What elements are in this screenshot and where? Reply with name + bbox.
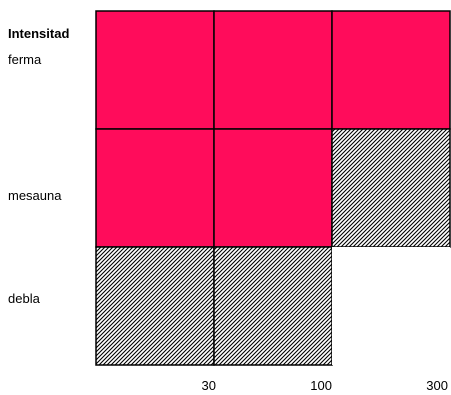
cell-ferma-30 <box>95 10 215 130</box>
x-tick-100: 100 <box>310 378 332 393</box>
row-label-mesauna: mesauna <box>8 188 62 203</box>
row-label-ferma: ferma <box>8 52 42 67</box>
cell-mesauna-300 <box>331 128 451 248</box>
cell-ferma-100 <box>213 10 333 130</box>
cell-debla-30 <box>95 246 215 366</box>
x-tick-300: 300 <box>426 378 448 393</box>
cell-debla-100 <box>213 246 333 366</box>
x-tick-30: 30 <box>202 378 216 393</box>
cell-mesauna-30 <box>95 128 215 248</box>
row-label-debla: debla <box>8 291 41 306</box>
cell-debla-300 <box>332 247 450 365</box>
cell-ferma-300 <box>331 10 451 130</box>
matrix-cells <box>95 10 451 366</box>
cell-mesauna-100 <box>213 128 333 248</box>
chart-title: Intensitad <box>8 26 69 41</box>
